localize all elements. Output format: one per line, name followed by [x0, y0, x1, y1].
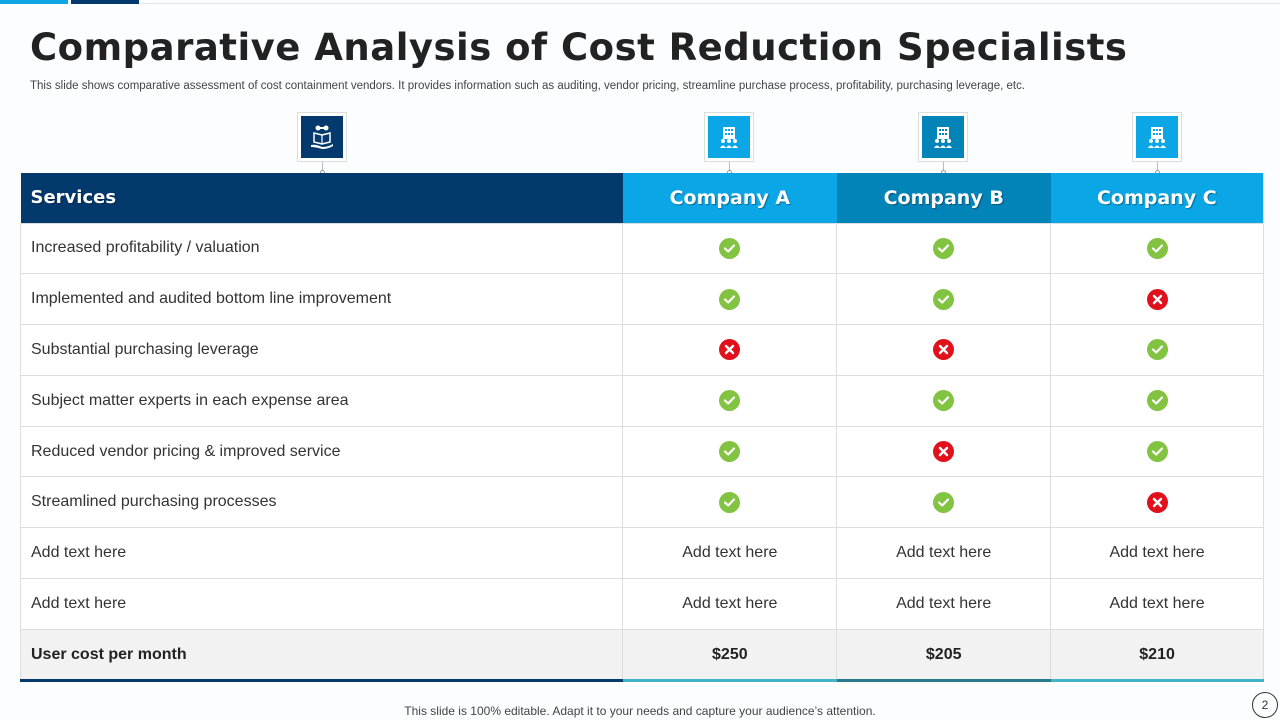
x-circle-icon [719, 339, 741, 361]
cost-row: User cost per month $250 $205 $210 [19, 628, 1264, 681]
cost-label: User cost per month [19, 628, 624, 681]
service-book-hand-icon [301, 116, 343, 158]
check-circle-icon [1146, 441, 1168, 463]
check-circle-icon [719, 237, 741, 259]
cell-check [622, 273, 838, 326]
cell-text: Add text here [622, 578, 838, 630]
cell-check [1050, 374, 1264, 427]
table-row: Increased profitability / valuation [19, 222, 1264, 275]
table-row: Add text here Add text here Add text here A… [19, 578, 1264, 630]
office-building-people-icon [922, 116, 964, 158]
header-company-c: Company C [1050, 173, 1264, 223]
check-circle-icon [933, 237, 955, 259]
page-number: 2 [1252, 692, 1278, 718]
cell-cross [1050, 273, 1264, 326]
connector [1157, 162, 1158, 172]
cell-cross [836, 425, 1052, 478]
service-label: Subject matter experts in each expense a… [19, 374, 624, 427]
cell-text: Add text here [1050, 578, 1264, 630]
check-circle-icon [719, 491, 741, 513]
connector [729, 162, 730, 172]
cell-check [1050, 222, 1264, 275]
cell-check [622, 222, 838, 275]
cell-check [622, 425, 838, 478]
x-circle-icon [1146, 288, 1168, 310]
service-label: Streamlined purchasing processes [19, 476, 624, 529]
check-circle-icon [1146, 339, 1168, 361]
office-building-people-icon [1136, 116, 1178, 158]
cost-value: $205 [836, 628, 1052, 681]
cell-cross [1050, 476, 1264, 529]
header-company-a: Company A [622, 173, 837, 223]
cell-check [836, 374, 1052, 427]
check-circle-icon [1146, 390, 1168, 412]
accent-bar-light [0, 0, 68, 4]
cell-text: Add text here [622, 527, 838, 580]
cell-cross [622, 324, 838, 376]
service-label: Add text here [19, 578, 624, 630]
table-row: Reduced vendor pricing & improved servic… [19, 425, 1264, 478]
x-circle-icon [1146, 491, 1168, 513]
accent-bar-dark [71, 0, 139, 4]
office-building-people-icon [708, 116, 750, 158]
service-label: Increased profitability / valuation [19, 222, 624, 275]
header-services: Services [20, 173, 623, 223]
header-company-b: Company B [836, 173, 1051, 223]
bottom-bar-services [20, 679, 623, 682]
company-c-icon-box [1132, 112, 1182, 162]
connector [322, 162, 323, 172]
x-circle-icon [933, 339, 955, 361]
bottom-bar-company-c [1051, 679, 1264, 682]
cost-value: $250 [622, 628, 838, 681]
service-label: Implemented and audited bottom line impr… [19, 273, 624, 326]
cell-check [622, 374, 838, 427]
table-row: Implemented and audited bottom line impr… [19, 273, 1264, 326]
cost-value: $210 [1050, 628, 1264, 681]
table-row: Substantial purchasing leverage [19, 324, 1264, 376]
cell-text: Add text here [836, 527, 1052, 580]
cell-text: Add text here [836, 578, 1052, 630]
cell-check [836, 476, 1052, 529]
service-label: Add text here [19, 527, 624, 580]
check-circle-icon [1146, 237, 1168, 259]
check-circle-icon [933, 390, 955, 412]
footer-note: This slide is 100% editable. Adapt it to… [404, 704, 876, 718]
table-header-row: Services Company A Company B Company C [20, 173, 1264, 223]
check-circle-icon [719, 288, 741, 310]
cell-check [1050, 425, 1264, 478]
cell-check [836, 222, 1052, 275]
check-circle-icon [719, 441, 741, 463]
bottom-bar-company-a [623, 679, 837, 682]
company-a-icon-box [704, 112, 754, 162]
service-label: Reduced vendor pricing & improved servic… [19, 425, 624, 478]
cell-check [836, 273, 1052, 326]
table-row: Subject matter experts in each expense a… [19, 374, 1264, 427]
bottom-bar-company-b [837, 679, 1051, 682]
comparison-table: Services Company A Company B Company C I… [19, 173, 1264, 681]
cell-check [622, 476, 838, 529]
x-circle-icon [933, 441, 955, 463]
services-icon-box [297, 112, 347, 162]
page-title: Comparative Analysis of Cost Reduction S… [30, 26, 1128, 69]
check-circle-icon [719, 390, 741, 412]
page-subtitle: This slide shows comparative assessment … [30, 80, 1026, 92]
company-b-icon-box [918, 112, 968, 162]
cell-check [1050, 324, 1264, 376]
cell-cross [836, 324, 1052, 376]
service-label: Substantial purchasing leverage [19, 324, 624, 376]
check-circle-icon [933, 491, 955, 513]
table-row: Streamlined purchasing processes [19, 476, 1264, 529]
top-divider [139, 3, 1280, 4]
connector [943, 162, 944, 172]
cell-text: Add text here [1050, 527, 1264, 580]
table-row: Add text here Add text here Add text here A… [19, 527, 1264, 580]
check-circle-icon [933, 288, 955, 310]
